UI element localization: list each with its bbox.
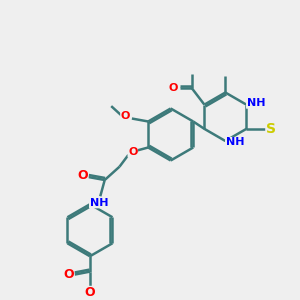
Text: NH: NH <box>247 98 265 108</box>
Text: O: O <box>77 169 88 182</box>
Text: O: O <box>169 83 178 93</box>
Text: NH: NH <box>90 198 108 208</box>
Text: O: O <box>121 112 130 122</box>
Text: O: O <box>63 268 74 281</box>
Text: NH: NH <box>226 137 244 148</box>
Text: O: O <box>128 147 137 157</box>
Text: O: O <box>85 286 95 299</box>
Text: S: S <box>266 122 276 136</box>
